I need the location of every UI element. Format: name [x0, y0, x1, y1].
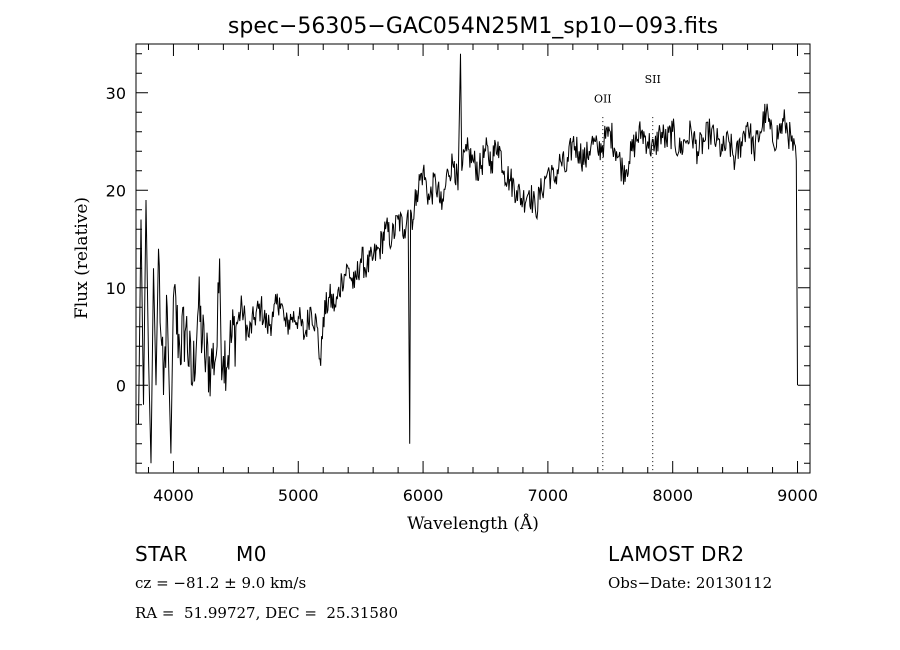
- plot-frame: [135, 43, 811, 474]
- survey-name: LAMOST DR2: [608, 542, 745, 566]
- sky-coordinates: RA = 51.99727, DEC = 25.31580: [135, 604, 399, 622]
- x-tick-label: 8000: [652, 486, 693, 505]
- x-tick-label: 4000: [153, 486, 194, 505]
- emission-line-label: SII: [645, 73, 661, 86]
- object-class: STAR: [135, 542, 188, 566]
- emission-line-markers: OII SII: [594, 73, 661, 473]
- x-axis-label: Wavelength (Å): [407, 513, 539, 534]
- redshift-velocity: cz = −81.2 ± 9.0 km/s: [135, 574, 307, 592]
- axes-ticks: 4000 5000 6000 7000 8000 9000 0 10 20 30: [106, 44, 818, 505]
- observation-date: Obs−Date: 20130112: [608, 574, 773, 592]
- x-tick-label: 9000: [777, 486, 818, 505]
- y-axis-label: Flux (relative): [72, 197, 92, 319]
- x-tick-label: 6000: [403, 486, 444, 505]
- spectrum-line: [138, 53, 798, 464]
- y-tick-label: 0: [116, 376, 126, 395]
- x-tick-label: 5000: [278, 486, 319, 505]
- y-tick-label: 10: [106, 279, 126, 298]
- y-tick-label: 30: [106, 84, 126, 103]
- y-tick-label: 20: [106, 181, 126, 200]
- object-subclass: M0: [236, 542, 267, 566]
- emission-line-label: OII: [594, 93, 612, 106]
- chart-title: spec−56305−GAC054N25M1_sp10−093.fits: [228, 14, 718, 39]
- x-tick-label: 7000: [528, 486, 569, 505]
